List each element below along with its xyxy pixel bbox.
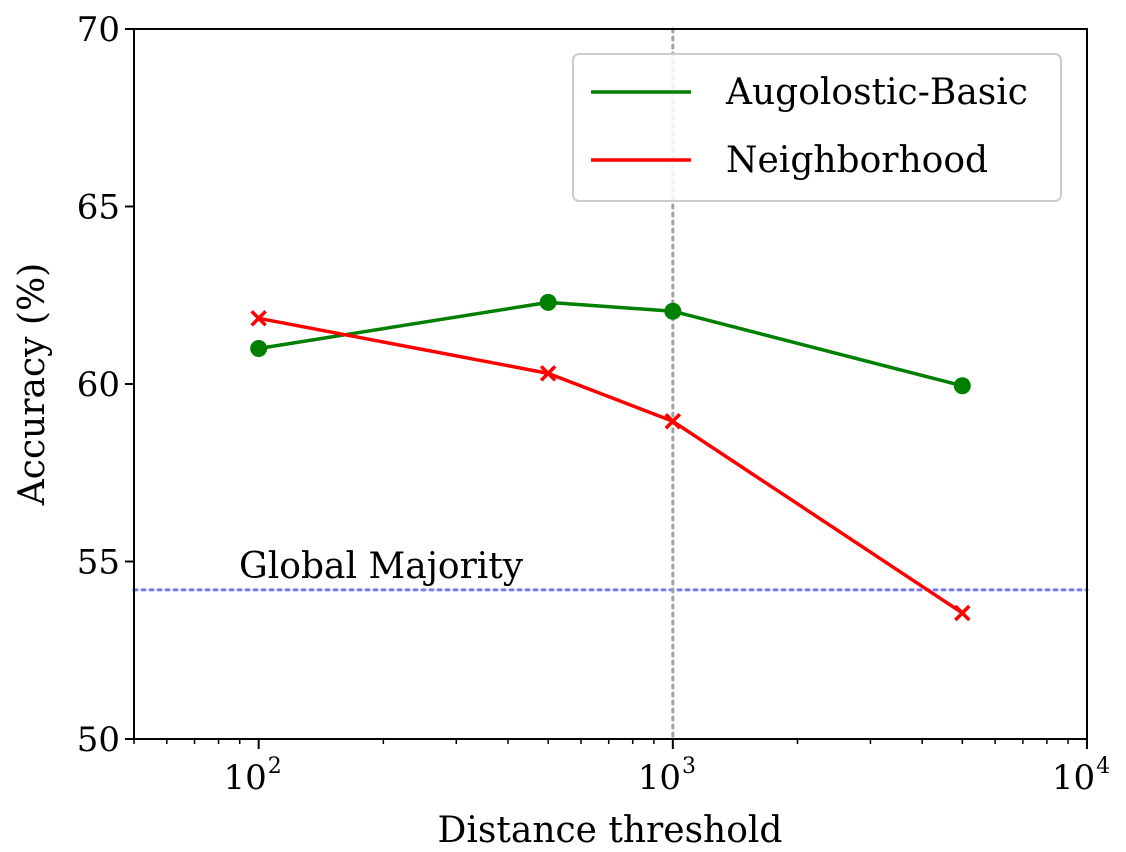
axes: 50 55 60 65 70 102 103 104 [77,10,1110,798]
data-point-augolostic-basic [250,340,268,357]
x-marker-stroke [539,365,557,382]
data-point-augolostic-basic [953,377,971,395]
y-tick-label: 65 [77,188,120,228]
legend: Augolostic-Basic Neighborhood [572,53,1062,202]
data-point-neighborhood [250,310,267,327]
x-tick-label: 102 [224,754,282,798]
y-tick-label: 55 [77,543,120,583]
y-tick-label: 60 [77,365,120,405]
series-line-augolostic-basic [258,300,963,388]
x-marker-stroke [664,413,682,430]
y-tick-label: 70 [77,10,120,50]
y-tick-label: 50 [77,720,120,760]
legend-box [572,53,1062,202]
x-marker-stroke [954,604,971,622]
x-marker-stroke [250,310,267,327]
data-point-augolostic-basic [664,302,682,320]
series-layer [250,293,971,622]
x-tick-label: 103 [638,754,696,798]
data-point-neighborhood [954,604,971,622]
legend-label: Neighborhood [726,140,988,181]
reference-line-label: Global Majority [239,546,524,587]
legend-label: Augolostic-Basic [725,72,1028,113]
x-axis-label: Distance threshold [438,810,783,851]
x-tick-label: 104 [1052,754,1110,798]
data-point-augolostic-basic [539,293,557,311]
series-line-neighborhood [258,316,964,615]
y-axis-label: Accuracy (%) [12,263,53,506]
data-point-neighborhood [664,413,682,430]
data-point-neighborhood [539,365,557,382]
